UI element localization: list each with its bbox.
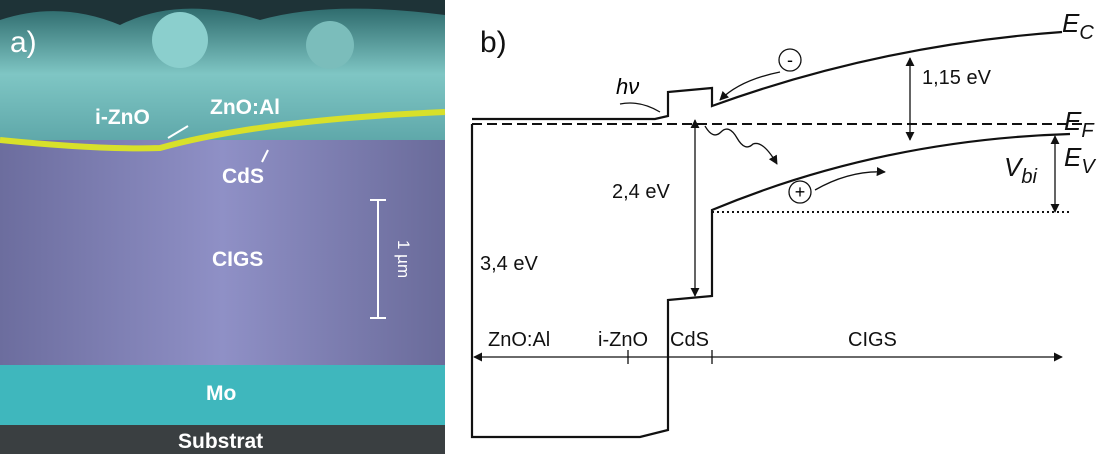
level-subscript: bi	[1021, 166, 1037, 188]
panel-label: b)	[480, 26, 507, 59]
sem-image: a) ZnO:Al i-ZnO CdS CIGS Mo Substrat 1 µ…	[0, 0, 445, 454]
layer-label: ZnO:Al	[210, 96, 280, 119]
energy-label: 2,4 eV	[612, 181, 670, 203]
level-label: EV	[1064, 142, 1096, 178]
level-label: Vbi	[1004, 152, 1037, 188]
level-symbol: E	[1064, 142, 1082, 172]
layer-label: i-ZnO	[95, 106, 150, 129]
layer-label: CIGS	[212, 248, 263, 271]
carrier-label: -	[787, 50, 793, 70]
layer-label: Mo	[206, 382, 236, 405]
photon-wave	[620, 103, 660, 112]
level-subscript: V	[1081, 156, 1096, 178]
valence-band	[472, 124, 1070, 437]
region-label: CIGS	[848, 329, 897, 351]
level-symbol: E	[1064, 106, 1082, 136]
region-label: CdS	[670, 329, 709, 351]
level-label: EF	[1064, 106, 1095, 142]
layer-label: Substrat	[178, 430, 263, 453]
energy-label: 1,15 eV	[922, 67, 992, 89]
band-diagram: b) - + hν 1,15 eV 2,4 eV 3,4 eV ECEFEVVb…	[472, 8, 1096, 437]
level-subscript: C	[1079, 22, 1094, 44]
page: a) ZnO:Al i-ZnO CdS CIGS Mo Substrat 1 µ…	[0, 0, 1115, 454]
level-subscript: F	[1081, 120, 1095, 142]
scale-bar-label: 1 µm	[394, 240, 413, 278]
region-label: ZnO:Al	[488, 329, 550, 351]
photon-wave	[705, 126, 777, 164]
panel-label: a)	[10, 26, 37, 59]
level-label: EC	[1062, 8, 1094, 44]
photon-label: hν	[616, 74, 639, 99]
energy-label: 3,4 eV	[480, 253, 538, 275]
hole-path	[815, 172, 885, 190]
layer-label: CdS	[222, 165, 264, 188]
level-symbol: E	[1062, 8, 1080, 38]
region-label: i-ZnO	[598, 329, 648, 351]
carrier-label: +	[795, 182, 806, 202]
figure: a) ZnO:Al i-ZnO CdS CIGS Mo Substrat 1 µ…	[0, 0, 1115, 454]
